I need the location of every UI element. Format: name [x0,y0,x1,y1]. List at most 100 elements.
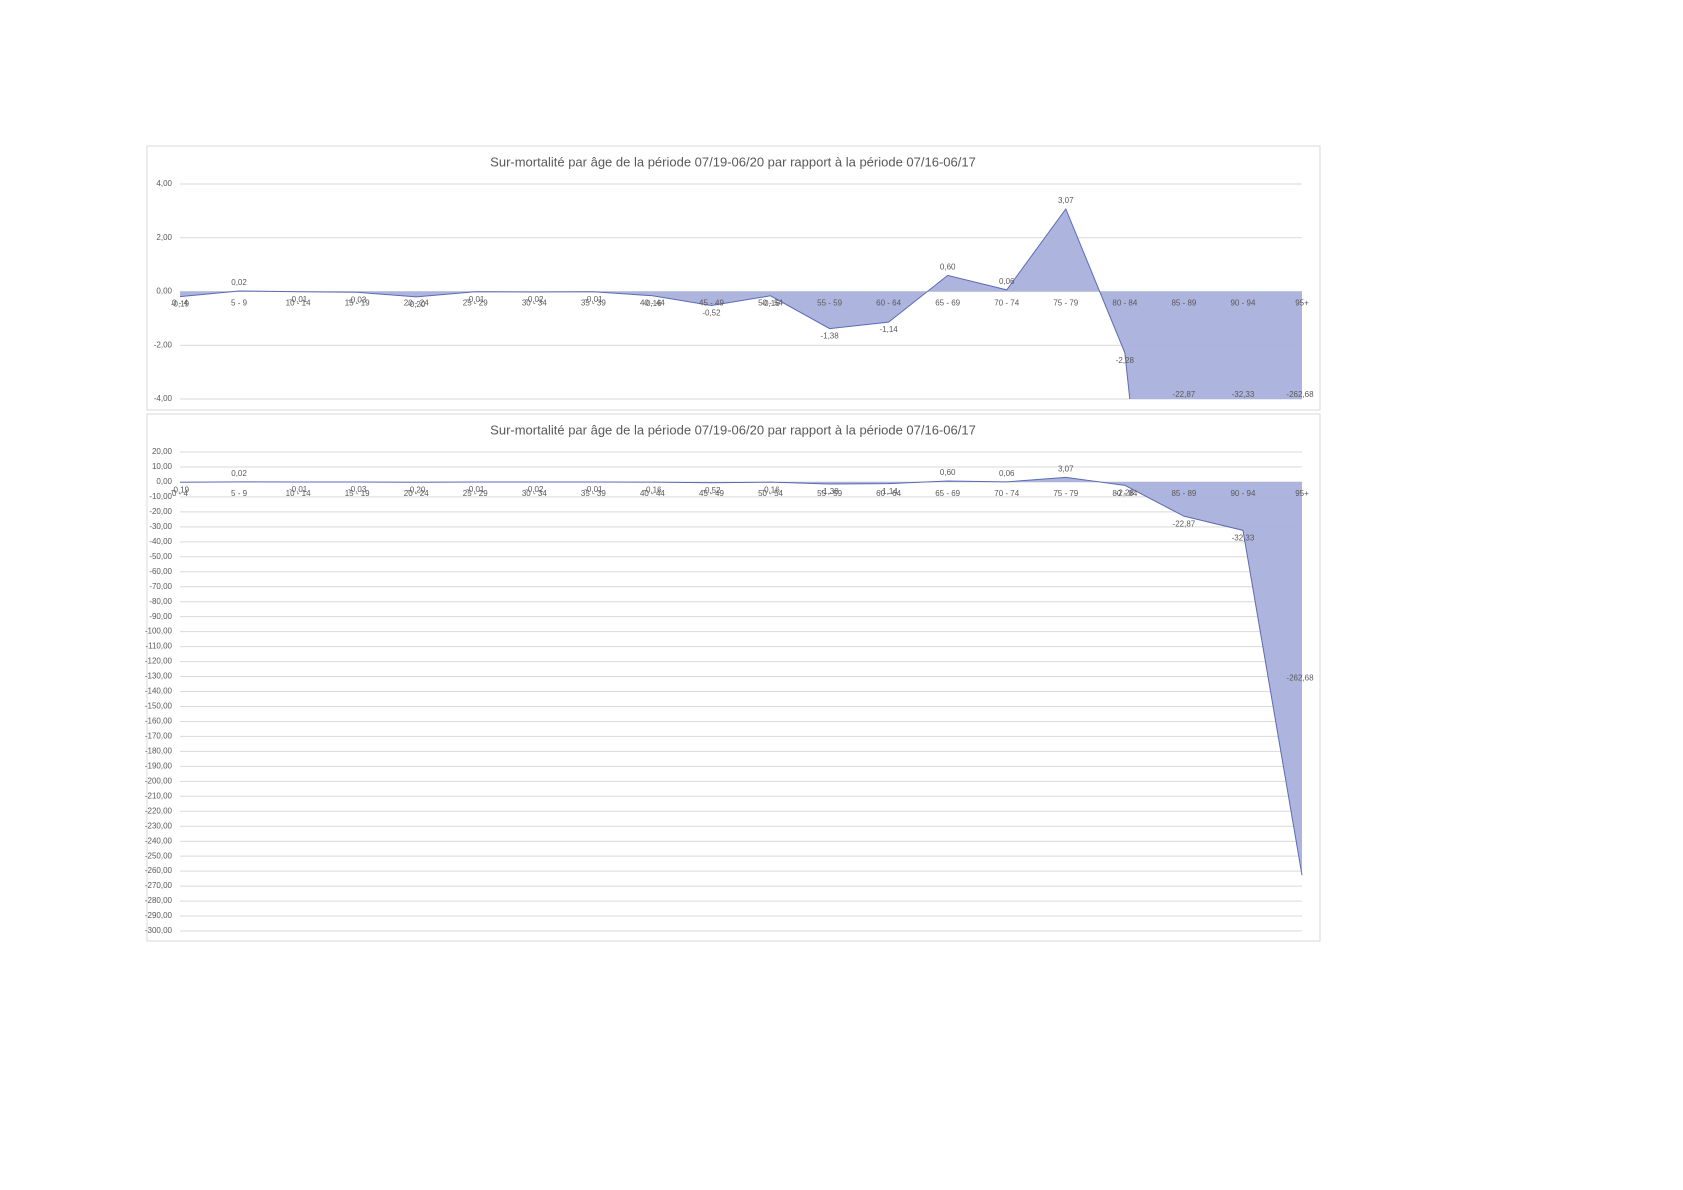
data-label: -0,20 [407,300,426,309]
x-tick-label: 45 - 49 [699,489,724,498]
x-tick-label: 15 - 19 [345,489,370,498]
y-tick-label: -40,00 [149,537,172,546]
y-tick-label: -230,00 [145,821,173,830]
x-tick-label: 0 - 4 [172,489,189,498]
data-label: -0,01 [289,295,308,304]
y-tick-label: -220,00 [145,806,173,815]
x-tick-label: 65 - 69 [935,299,960,308]
y-tick-label: -110,00 [145,642,172,651]
data-label: 0,02 [231,469,247,478]
data-label: -1,38 [820,332,839,341]
data-label: -1,38 [820,487,839,496]
data-label: -0,16 [643,485,662,494]
x-tick-label: 70 - 74 [994,489,1019,498]
data-label: 0,60 [940,262,956,271]
data-label: -0,16 [761,299,780,308]
data-label: -0,01 [466,485,485,494]
data-label: -32,33 [1232,390,1255,399]
y-tick-label: -260,00 [145,866,173,875]
y-tick-label: -30,00 [149,522,172,531]
data-label: -0,02 [525,485,544,494]
y-tick-label: -200,00 [145,776,173,785]
data-label: -262,68 [1286,674,1314,683]
x-tick-label: 70 - 74 [994,299,1019,308]
data-label: 0,06 [999,277,1015,286]
x-tick-label: 5 - 9 [231,299,248,308]
area-line [179,476,1303,876]
data-label: -0,19 [171,485,190,494]
y-tick-label: -100,00 [145,627,173,636]
data-label: -22,87 [1173,390,1196,399]
x-tick-label: 90 - 94 [1230,489,1255,498]
chart-frame [146,145,1321,411]
data-label: 3,07 [1058,196,1074,205]
y-tick-label: -80,00 [149,597,172,606]
data-label: -32,33 [1232,533,1255,542]
y-tick-label: -170,00 [145,732,173,741]
x-tick-label: 40 - 44 [640,299,665,308]
x-tick-label: 30 - 34 [522,489,547,498]
x-tick-label: 75 - 79 [1053,299,1078,308]
y-tick-label: 4,00 [156,179,172,188]
y-tick-label: -50,00 [149,552,172,561]
y-tick-label: -60,00 [149,567,172,576]
data-label: -0,03 [348,295,367,304]
chart-frame [146,413,1321,942]
data-label: -262,68 [1286,390,1314,399]
y-tick-label: -90,00 [149,612,172,621]
y-tick-label: -250,00 [145,851,173,860]
x-tick-label: 20 - 24 [404,299,429,308]
y-tick-label: -2,00 [154,340,173,349]
x-tick-label: 10 - 14 [286,299,311,308]
data-label: -0,52 [702,309,721,318]
x-tick-label: 80 - 84 [1112,299,1137,308]
data-label: -1,14 [880,487,899,496]
x-tick-label: 30 - 34 [522,299,547,308]
data-label: 0,06 [999,469,1015,478]
area-line [179,207,1131,399]
data-label: 0,60 [940,468,956,477]
data-label: -2,28 [1116,356,1135,365]
x-tick-label: 85 - 89 [1171,489,1196,498]
x-tick-label: 25 - 29 [463,299,488,308]
y-tick-label: -180,00 [145,746,173,755]
x-tick-label: 60 - 64 [876,489,901,498]
x-tick-label: 50 - 54 [758,489,783,498]
x-tick-label: 10 - 14 [286,489,311,498]
y-tick-label: 0,00 [156,287,172,296]
data-label: -0,01 [289,485,308,494]
x-tick-label: 40 - 44 [640,489,665,498]
x-tick-label: 5 - 9 [231,489,248,498]
data-label: -0,03 [348,485,367,494]
data-label: -0,20 [407,485,426,494]
x-tick-label: 55 - 59 [817,299,842,308]
y-tick-label: 20,00 [152,447,173,456]
data-label: -0,52 [702,486,721,495]
y-tick-label: -160,00 [145,717,173,726]
data-label: -0,01 [584,485,603,494]
data-label: 0,02 [231,278,247,287]
x-tick-label: 25 - 29 [463,489,488,498]
y-tick-label: -280,00 [145,896,173,905]
x-tick-label: 45 - 49 [699,299,724,308]
data-label: 3,07 [1058,464,1074,473]
y-tick-label: -290,00 [145,911,173,920]
x-tick-label: 80 - 84 [1112,489,1137,498]
x-tick-label: 15 - 19 [345,299,370,308]
y-tick-label: -270,00 [145,881,173,890]
x-tick-label: 65 - 69 [935,489,960,498]
x-tick-label: 20 - 24 [404,489,429,498]
y-tick-label: -150,00 [145,702,173,711]
data-label: -22,87 [1173,519,1196,528]
x-tick-label: 0 - 4 [172,299,189,308]
x-tick-label: 35 - 39 [581,299,606,308]
y-tick-label: 10,00 [152,462,173,471]
y-tick-label: -300,00 [145,926,173,935]
y-tick-label: -240,00 [145,836,173,845]
data-label: -2,28 [1116,488,1135,497]
chart-title: Sur-mortalité par âge de la période 07/1… [490,154,976,169]
y-tick-label: -130,00 [145,672,173,681]
data-label: -1,14 [880,325,899,334]
y-tick-label: -70,00 [149,582,172,591]
